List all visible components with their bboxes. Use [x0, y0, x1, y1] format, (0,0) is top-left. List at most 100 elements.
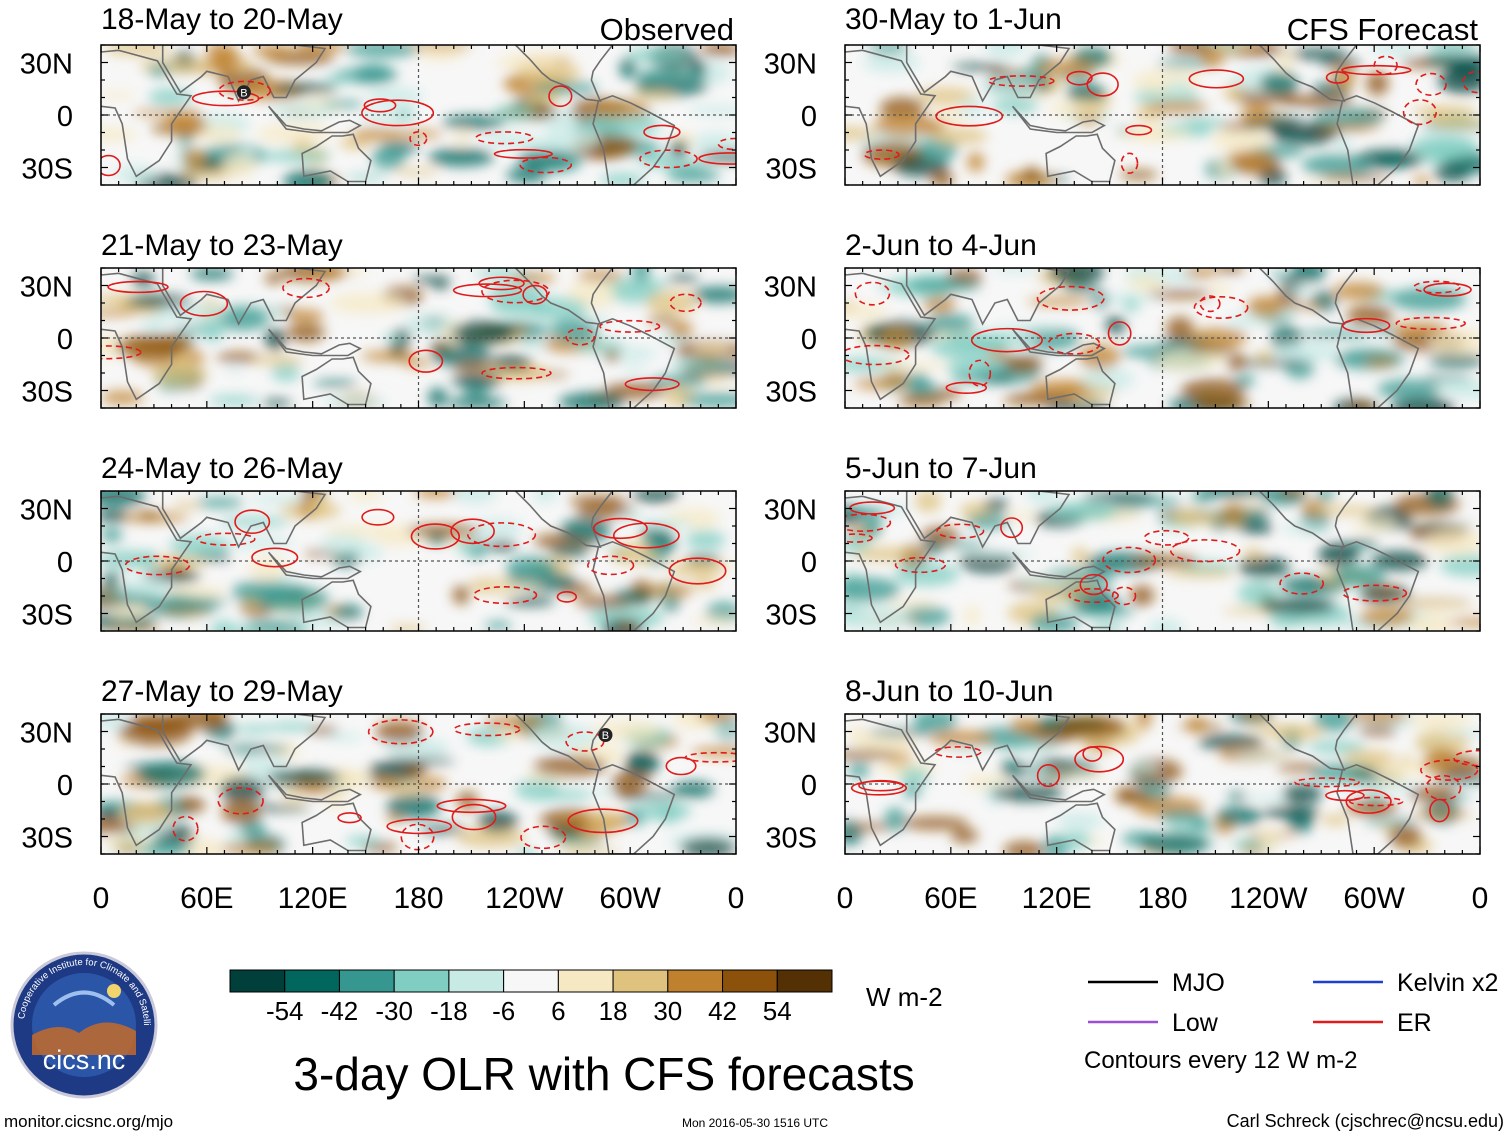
- legend-label: Kelvin x2: [1397, 969, 1498, 997]
- panel-ticks: [844, 267, 1481, 409]
- lat-tick-label: 30S: [21, 377, 73, 409]
- colorbar-tick-label: 6: [551, 996, 565, 1026]
- lon-tick-label: 60E: [180, 882, 233, 915]
- logo-text: cics.nc: [43, 1045, 126, 1075]
- olr-anomaly-field: [845, 268, 1480, 408]
- panel-period-title: 5-Jun to 7-Jun: [845, 452, 1037, 485]
- column-header: CFS Forecast: [1287, 12, 1479, 47]
- coastlines: [101, 268, 676, 408]
- colorbar-swatch: [338, 969, 395, 993]
- panel-period-title: 24-May to 26-May: [101, 452, 343, 485]
- er-contours: [845, 501, 1408, 606]
- colorbar-swatch: [557, 969, 614, 993]
- lon-tick-label: 0: [93, 882, 110, 915]
- sun-icon: [107, 984, 121, 998]
- map-panel: 30N 0 30S 30-May to 1-Jun CFS Forecast: [764, 3, 1481, 186]
- lat-tick-label: 0: [801, 547, 817, 579]
- legend-label: Low: [1172, 1009, 1219, 1037]
- lat-tick-label: 30N: [20, 718, 73, 750]
- panel-ticks: [100, 713, 737, 855]
- column-header: Observed: [600, 12, 734, 47]
- coastlines: [101, 45, 676, 185]
- lat-tick-label: 0: [57, 324, 73, 356]
- lat-tick-label: 30S: [765, 377, 817, 409]
- er-contours: [101, 80, 736, 177]
- panel-period-title: 30-May to 1-Jun: [845, 3, 1062, 36]
- colorbar-swatch: [448, 969, 505, 993]
- coastlines: [101, 491, 676, 631]
- colorbar-swatch: [667, 969, 724, 993]
- legend-note: Contours every 12 W m-2: [1084, 1047, 1357, 1074]
- source-url: monitor.cicsnc.org/mjo: [4, 1112, 173, 1131]
- panel-ticks: [100, 490, 737, 632]
- lon-tick-label: 60W: [1343, 882, 1405, 915]
- colorbar-swatch: [284, 969, 340, 993]
- colorbar-tick-label: 30: [653, 996, 682, 1026]
- map-panel: 30N 0 30S 8-Jun to 10-Jun: [764, 675, 1481, 855]
- colorbar-swatch: [722, 969, 778, 993]
- colorbar-tick-label: -18: [430, 996, 468, 1026]
- coastlines: [845, 268, 1420, 408]
- legend-label: ER: [1397, 1009, 1432, 1037]
- er-contours: [101, 276, 702, 392]
- lon-tick-label: 0: [837, 882, 854, 915]
- olr-anomaly-field: [845, 45, 1480, 185]
- er-contours: [863, 55, 1480, 174]
- lat-tick-label: 30S: [21, 600, 73, 632]
- panel-ticks: [100, 267, 737, 409]
- map-panel: 30N 0 30S 21-May to 23-May: [20, 229, 737, 409]
- lon-tick-label: 180: [1137, 882, 1187, 915]
- storm-label: B: [240, 87, 247, 99]
- lat-tick-label: 0: [57, 547, 73, 579]
- map-panel: 30N 0 30S 2-Jun to 4-Jun: [764, 229, 1481, 409]
- panel-period-title: 21-May to 23-May: [101, 229, 343, 262]
- coastlines: [101, 714, 676, 854]
- author-credit: Carl Schreck (cjschrec@ncsu.edu): [1227, 1111, 1504, 1131]
- panel-ticks: [844, 44, 1481, 186]
- figure-title: 3-day OLR with CFS forecasts: [293, 1048, 914, 1100]
- er-contours: [172, 719, 736, 851]
- er-contours: [850, 745, 1480, 823]
- colorbar-tick-label: -42: [321, 996, 359, 1026]
- lat-tick-label: 30N: [764, 718, 817, 750]
- colorbar-tick-label: 54: [763, 996, 792, 1026]
- lat-tick-label: 0: [57, 101, 73, 133]
- lat-tick-label: 0: [57, 770, 73, 802]
- legend-label: MJO: [1172, 969, 1225, 997]
- coastlines: [845, 714, 1420, 854]
- colorbar-swatch: [393, 969, 450, 993]
- lon-tick-label: 120W: [1229, 882, 1308, 915]
- coastlines: [845, 45, 1420, 185]
- lat-tick-label: 30N: [764, 272, 817, 304]
- panel-ticks: [844, 490, 1481, 632]
- olr-anomaly-field: [101, 714, 736, 854]
- lon-tick-label: 0: [728, 882, 745, 915]
- colorbar-tick-label: 42: [708, 996, 737, 1026]
- panel-period-title: 2-Jun to 4-Jun: [845, 229, 1037, 262]
- wave-legend: MJO Kelvin x2 Low ER Contours every 12 W m-2: [1084, 969, 1498, 1074]
- colorbar-units: W m-2: [866, 982, 943, 1012]
- panel-grid: B 30N 0 30S 18-May to 20-May Observed 30N 0 30S 2…: [20, 3, 1481, 855]
- colorbar-tick-label: -54: [266, 996, 304, 1026]
- panel-period-title: 18-May to 20-May: [101, 3, 343, 36]
- lat-tick-label: 30N: [20, 272, 73, 304]
- lat-tick-label: 30S: [21, 823, 73, 855]
- colorbar-tick-label: 18: [599, 996, 628, 1026]
- panel-period-title: 8-Jun to 10-Jun: [845, 675, 1053, 708]
- colorbar-swatch: [503, 969, 559, 993]
- lon-tick-label: 60W: [599, 882, 661, 915]
- lat-tick-label: 0: [801, 770, 817, 802]
- panel-ticks: [100, 44, 737, 186]
- x-axis-labels: 0 60E 120E 180 120W 60W 0 0 60E 120E 180 120W 60W 0: [93, 882, 1489, 915]
- colorbar-swatch: [229, 969, 286, 993]
- lat-tick-label: 30S: [765, 154, 817, 186]
- storm-label: B: [602, 730, 609, 742]
- lon-tick-label: 120E: [278, 882, 348, 915]
- map-panel: 30N 0 30S 5-Jun to 7-Jun: [764, 452, 1481, 632]
- lon-tick-label: 60E: [924, 882, 977, 915]
- colorbar-swatch: [612, 969, 669, 993]
- lon-tick-label: 120W: [485, 882, 564, 915]
- colorbar: -54 -42 -30 -18 -6 6 18 30 42 54 W m-2: [229, 969, 943, 1026]
- olr-anomaly-field: [101, 45, 736, 185]
